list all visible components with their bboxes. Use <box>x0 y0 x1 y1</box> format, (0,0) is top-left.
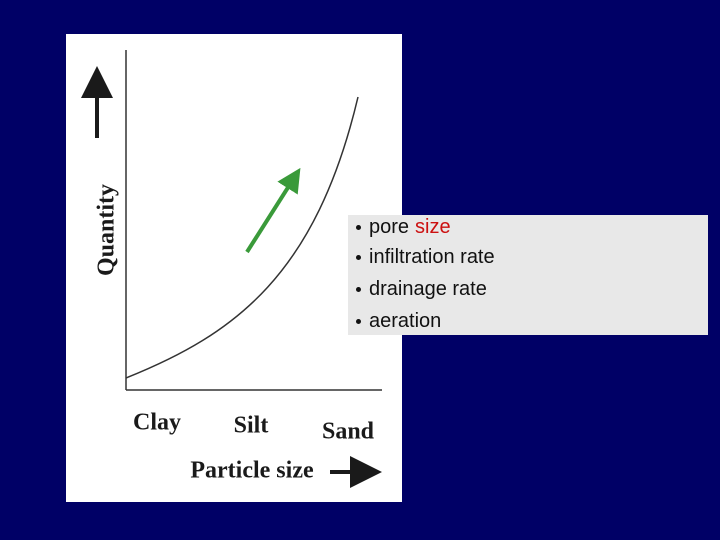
bullet-item: infiltration rate <box>356 241 495 273</box>
y-axis-label: Quantity <box>94 184 120 276</box>
bullet <box>356 318 361 324</box>
diagram: Quantity Clay Silt Sand Particle size <box>66 34 402 502</box>
bullet <box>356 224 361 230</box>
bullet <box>356 286 361 292</box>
category-label: Silt <box>234 413 269 439</box>
item-text: drainage rate <box>369 278 487 300</box>
curve <box>125 96 359 379</box>
green-arrow <box>245 167 301 254</box>
bullet-item: drainage rate <box>356 273 487 305</box>
item-highlight: size <box>415 216 451 238</box>
x-axis-label: Particle size <box>190 458 314 484</box>
bullet-item: aeration <box>356 305 441 337</box>
bullet <box>356 254 361 260</box>
bullet-list: pore size infiltration rate drainage rate… <box>348 215 708 335</box>
bullet-item: pore size <box>356 211 451 243</box>
category-label: Sand <box>322 419 375 445</box>
item-text: aeration <box>369 310 442 332</box>
item-text: infiltration rate <box>369 246 495 268</box>
diagram-drawing: Quantity Clay Silt Sand Particle size <box>81 50 382 488</box>
item-text: pore <box>369 216 410 238</box>
category-label: Clay <box>133 410 181 436</box>
